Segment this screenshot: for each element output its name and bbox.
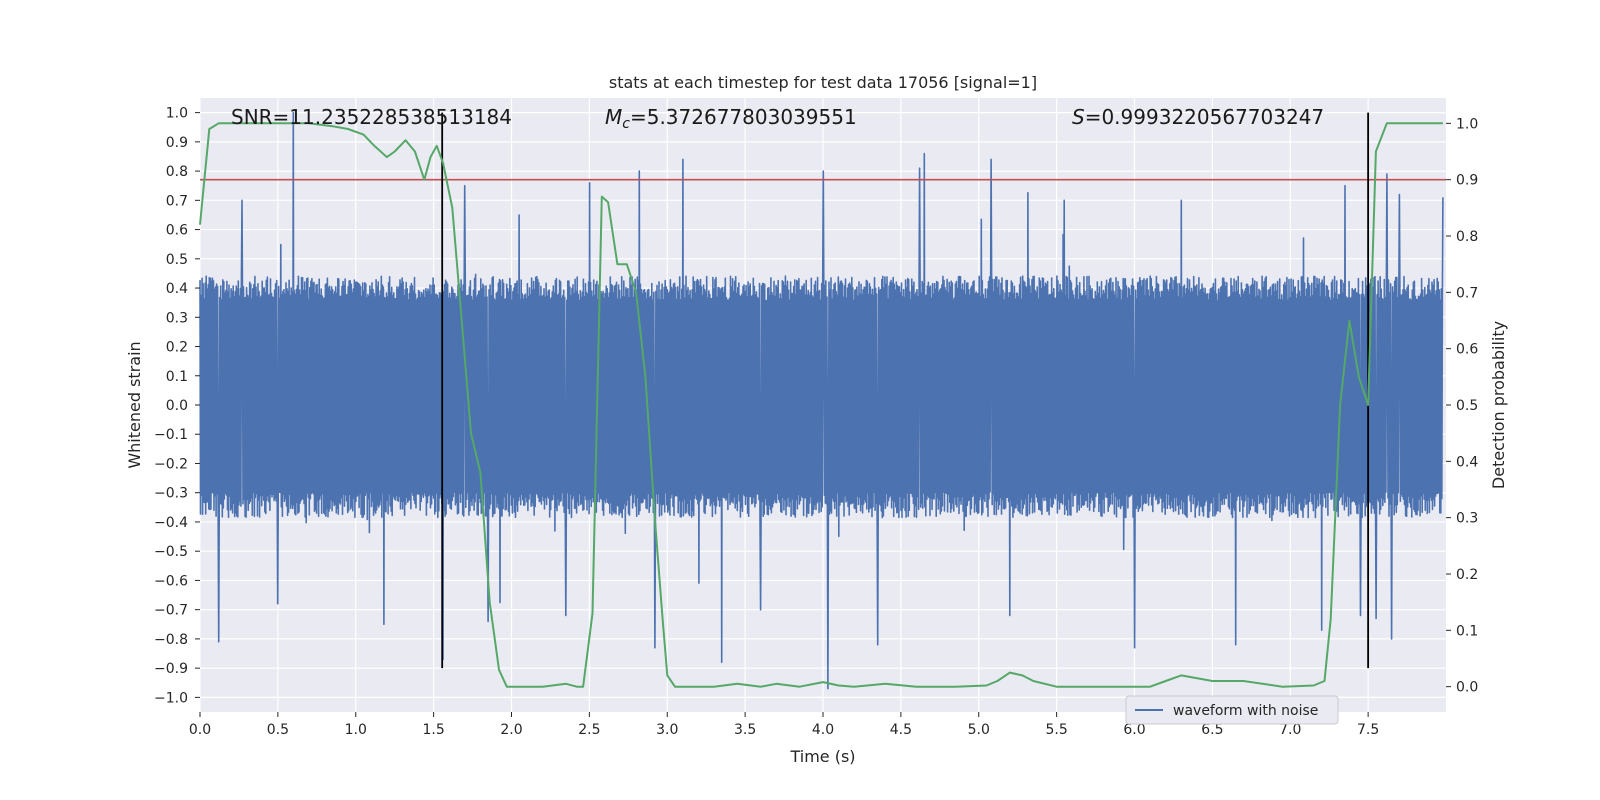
y-tick-label: 0.3 bbox=[166, 310, 188, 326]
y-tick-label: −0.4 bbox=[154, 515, 188, 531]
y2-tick-label: 0.5 bbox=[1456, 398, 1478, 414]
legend-label: waveform with noise bbox=[1173, 703, 1318, 719]
y-tick-label: 1.0 bbox=[166, 106, 188, 122]
chart-title: stats at each timestep for test data 170… bbox=[609, 73, 1037, 92]
x-tick-label: 3.0 bbox=[656, 722, 678, 738]
legend: waveform with noise bbox=[1125, 695, 1339, 725]
y-tick-label: 0.7 bbox=[166, 193, 188, 209]
x-tick-label: 7.5 bbox=[1357, 722, 1379, 738]
y-tick-label: 0.2 bbox=[166, 340, 188, 356]
y-tick-label: 0.8 bbox=[166, 164, 188, 180]
y-tick-label: −0.3 bbox=[154, 486, 188, 502]
x-tick-label: 1.0 bbox=[345, 722, 367, 738]
y-tick-label: 0.4 bbox=[166, 281, 188, 297]
legend-box bbox=[1125, 695, 1339, 725]
x-tick-label: 1.5 bbox=[422, 722, 444, 738]
x-tick-label: 0.0 bbox=[189, 722, 211, 738]
y2-tick-label: 0.2 bbox=[1456, 567, 1478, 583]
y-tick-label: −0.5 bbox=[154, 544, 188, 560]
y-tick-label: −0.9 bbox=[154, 661, 188, 677]
x-tick-label: 6.0 bbox=[1123, 722, 1145, 738]
y2-tick-label: 0.4 bbox=[1456, 454, 1478, 470]
y-tick-label: 0.9 bbox=[166, 135, 188, 151]
y-tick-label: −0.1 bbox=[154, 427, 188, 443]
y-tick-label: −0.7 bbox=[154, 603, 188, 619]
detection-probability-line bbox=[199, 122, 1443, 688]
y-axis-label: Whitened strain bbox=[125, 341, 144, 468]
y-tick-label: −0.2 bbox=[154, 456, 188, 472]
x-tick-label: 6.5 bbox=[1201, 722, 1223, 738]
x-tick-label: 4.0 bbox=[812, 722, 834, 738]
y2-tick-label: 0.3 bbox=[1456, 511, 1478, 527]
y2-tick-label: 0.9 bbox=[1456, 173, 1478, 189]
x-tick-label: 2.5 bbox=[578, 722, 600, 738]
y-tick-label: −1.0 bbox=[154, 690, 188, 706]
x-tick-label: 5.0 bbox=[968, 722, 990, 738]
x-tick-label: 0.5 bbox=[267, 722, 289, 738]
y-tick-label: −0.8 bbox=[154, 632, 188, 648]
x-tick-label: 7.0 bbox=[1279, 722, 1301, 738]
y2-tick-label: 0.6 bbox=[1456, 342, 1478, 358]
score-annotation: S=0.9993220567703247 bbox=[1072, 105, 1324, 129]
y-tick-label: 0.5 bbox=[166, 252, 188, 268]
y-tick-label: 0.6 bbox=[166, 223, 188, 239]
waveform-line bbox=[199, 111, 1444, 690]
x-tick-label: 3.5 bbox=[734, 722, 756, 738]
y2-tick-label: 0.8 bbox=[1456, 229, 1478, 245]
y-tick-label: −0.6 bbox=[154, 573, 188, 589]
y2-tick-label: 0.0 bbox=[1456, 680, 1478, 696]
x-axis-label: Time (s) bbox=[789, 747, 855, 766]
x-tick-label: 4.5 bbox=[890, 722, 912, 738]
y2-tick-label: 1.0 bbox=[1456, 116, 1478, 132]
chirp-mass-annotation: Mc=5.372677803039551 bbox=[605, 105, 857, 132]
y2-axis-label: Detection probability bbox=[1489, 321, 1508, 489]
y2-tick-label: 0.7 bbox=[1456, 285, 1478, 301]
y2-tick-label: 0.1 bbox=[1456, 623, 1478, 639]
snr-annotation: SNR=11.235228538513184 bbox=[231, 105, 512, 129]
x-tick-label: 5.5 bbox=[1045, 722, 1067, 738]
y-tick-label: 0.1 bbox=[166, 369, 188, 385]
y-tick-label: 0.0 bbox=[166, 398, 188, 414]
x-tick-label: 2.0 bbox=[500, 722, 522, 738]
